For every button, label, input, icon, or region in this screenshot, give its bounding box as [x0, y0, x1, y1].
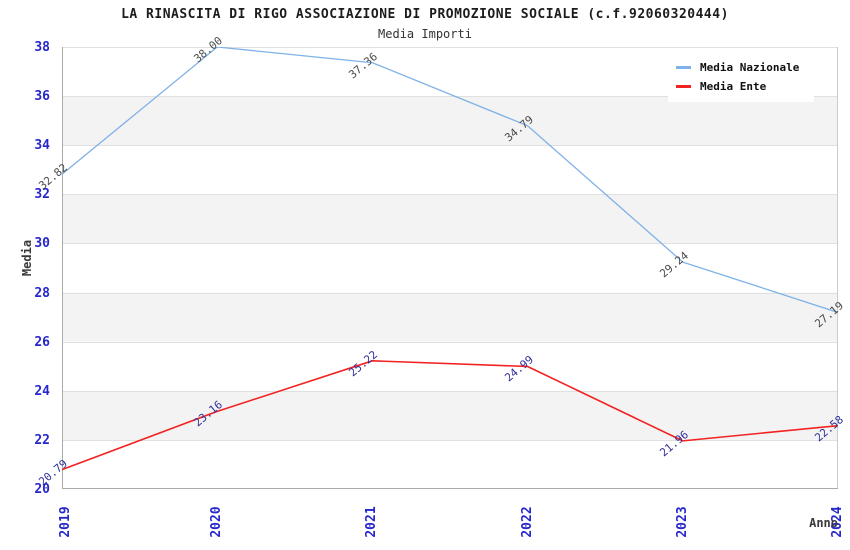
y-tick-label: 34: [34, 138, 50, 154]
plot-band: [62, 390, 838, 440]
y-tick-label: 38: [34, 40, 50, 55]
chart-subtitle: Media Importi: [378, 27, 472, 41]
plot-band: [62, 96, 838, 146]
legend-label: Media Ente: [700, 80, 767, 93]
legend-entry-media-nazionale: Media Nazionale: [676, 58, 808, 77]
x-tick-label: 2020: [209, 506, 225, 538]
plot-band: [62, 145, 838, 195]
y-tick-label: 22: [34, 432, 50, 448]
plot-band: [62, 243, 838, 293]
y-tick-label: 24: [34, 383, 50, 399]
plot-band: [62, 439, 838, 489]
y-tick-label: 36: [34, 89, 50, 105]
y-tick-label: 30: [34, 236, 50, 252]
y-tick-label: 28: [34, 285, 50, 301]
x-axis-title: Anno: [809, 516, 838, 530]
chart-title: LA RINASCITA DI RIGO ASSOCIAZIONE DI PRO…: [121, 7, 729, 22]
legend: Media Nazionale Media Ente: [668, 52, 814, 102]
media-ente-line-swatch-icon: [676, 85, 691, 88]
plot-area: [62, 47, 838, 489]
y-tick-label: 26: [34, 334, 50, 350]
plot-band: [62, 292, 838, 342]
y-tick-label: 32: [34, 187, 50, 203]
legend-label: Media Nazionale: [700, 61, 800, 74]
plot-band: [62, 194, 838, 244]
plot-band: [62, 341, 838, 391]
y-axis-title: Media: [20, 239, 34, 277]
x-tick-label: 2022: [519, 506, 535, 538]
series-line-media-ente: [62, 360, 838, 471]
media-nazionale-line-swatch-icon: [676, 66, 691, 69]
x-tick-label: 2019: [58, 506, 73, 538]
y-tick-label: 20: [34, 482, 50, 497]
series-line-media-nazionale: [62, 47, 838, 314]
x-tick-label: 2023: [674, 506, 690, 538]
x-tick-label: 2021: [364, 506, 380, 538]
legend-entry-media-ente: Media Ente: [676, 77, 808, 96]
